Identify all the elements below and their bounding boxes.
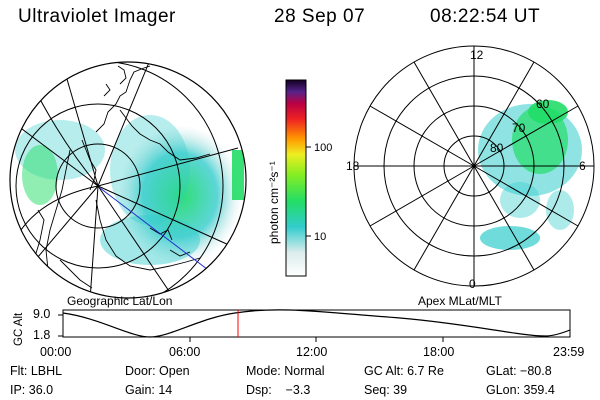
altitude-y-tick-low: 1.8 bbox=[33, 328, 51, 342]
info-door: Door: Open bbox=[125, 364, 190, 378]
info-gain: Gain: 14 bbox=[125, 383, 173, 397]
info-ip: IP: 36.0 bbox=[10, 383, 54, 397]
info-gc-alt: GC Alt: 6.7 Re bbox=[364, 364, 444, 378]
info-dsp: Dsp: −3.3 bbox=[246, 383, 311, 397]
left-panel-caption: Geographic Lat/Lon bbox=[67, 294, 173, 308]
altitude-x-tick-0600: 06:00 bbox=[169, 345, 201, 359]
app-title: Ultraviolet Imager bbox=[18, 6, 176, 27]
polar-plot: 12 18 6 0 60 70 80 bbox=[346, 45, 595, 291]
altitude-plot: GC Alt bbox=[13, 309, 571, 346]
info-glat: GLat: −80.8 bbox=[486, 364, 552, 378]
time-label: 08:22:54 UT bbox=[430, 6, 541, 27]
mlat-label-80: 80 bbox=[490, 141, 504, 155]
altitude-x-tick-0000: 00:00 bbox=[40, 345, 72, 359]
altitude-y-tick-high: 9.0 bbox=[33, 307, 51, 321]
colorbar: 100 10 photon cm⁻²s⁻¹ bbox=[267, 79, 332, 277]
right-panel-caption: Apex MLat/MLT bbox=[418, 294, 502, 308]
date-label: 28 Sep 07 bbox=[274, 6, 366, 27]
mlt-label-6: 6 bbox=[579, 159, 586, 173]
info-glon: GLon: 359.4 bbox=[486, 383, 555, 397]
mlt-label-12: 12 bbox=[470, 48, 484, 62]
altitude-x-tick-1200: 12:00 bbox=[296, 345, 328, 359]
info-mode: Mode: Normal bbox=[246, 364, 325, 378]
altitude-axis-label: GC Alt bbox=[13, 312, 25, 346]
altitude-x-tick-1800: 18:00 bbox=[423, 345, 455, 359]
mlat-label-70: 70 bbox=[512, 121, 526, 135]
coastlines bbox=[33, 65, 211, 289]
colorbar-unit-label: photon cm⁻²s⁻¹ bbox=[267, 161, 281, 244]
altitude-x-tick-2359: 23:59 bbox=[553, 345, 585, 359]
colorbar-tick-10: 10 bbox=[314, 231, 326, 243]
mlt-label-18: 18 bbox=[346, 159, 360, 173]
altitude-curve bbox=[62, 309, 571, 338]
info-filter: Flt: LBHL bbox=[10, 364, 63, 378]
colorbar-tick-100: 100 bbox=[314, 142, 332, 154]
geographic-map bbox=[9, 61, 247, 299]
mlt-label-0: 0 bbox=[469, 277, 476, 291]
info-seq: Seq: 39 bbox=[364, 383, 408, 397]
mlat-label-60: 60 bbox=[536, 97, 550, 111]
